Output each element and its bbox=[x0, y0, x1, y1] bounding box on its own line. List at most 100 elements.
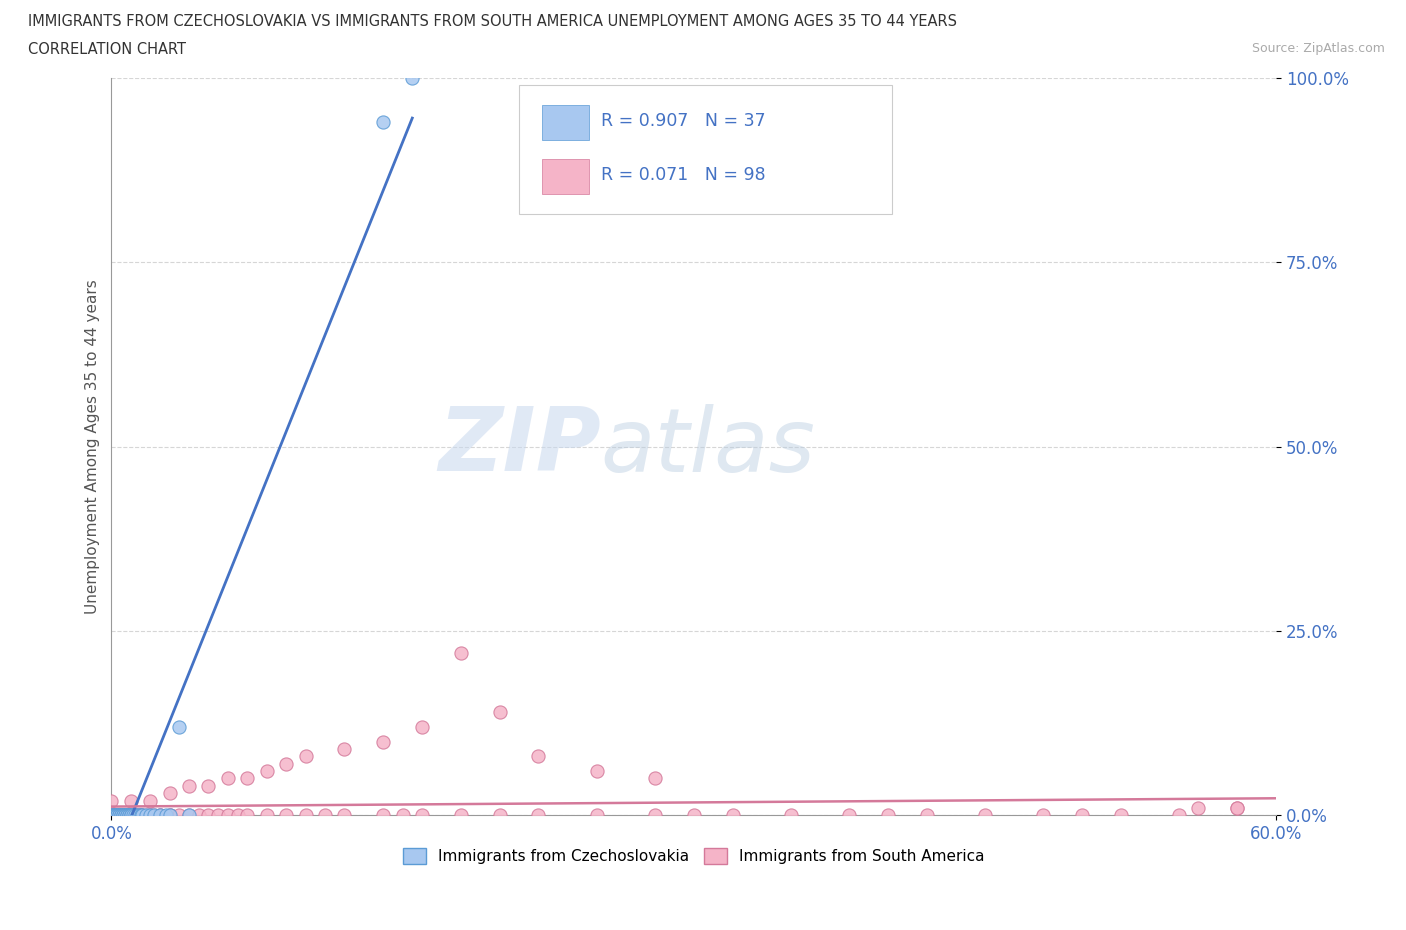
Point bbox=[128, 808, 150, 823]
Point bbox=[103, 808, 125, 823]
Point bbox=[104, 808, 127, 823]
Legend: Immigrants from Czechoslovakia, Immigrants from South America: Immigrants from Czechoslovakia, Immigran… bbox=[396, 842, 991, 870]
FancyBboxPatch shape bbox=[543, 105, 589, 140]
Point bbox=[110, 808, 132, 823]
Point bbox=[1226, 801, 1249, 816]
Point bbox=[915, 808, 938, 823]
Point bbox=[169, 808, 191, 823]
Point bbox=[585, 808, 607, 823]
Point bbox=[294, 749, 316, 764]
Point bbox=[169, 719, 191, 734]
Point bbox=[333, 741, 356, 756]
Point bbox=[411, 808, 433, 823]
Point bbox=[838, 808, 860, 823]
Point bbox=[118, 808, 141, 823]
FancyBboxPatch shape bbox=[543, 159, 589, 194]
Point bbox=[391, 808, 413, 823]
Point bbox=[1109, 808, 1132, 823]
Point bbox=[129, 808, 152, 823]
Point bbox=[105, 808, 128, 823]
Point bbox=[149, 808, 172, 823]
Point bbox=[256, 764, 278, 778]
Point bbox=[488, 705, 510, 720]
Point bbox=[120, 793, 142, 808]
Point bbox=[103, 808, 125, 823]
Point bbox=[118, 808, 141, 823]
Point bbox=[373, 734, 395, 749]
Point bbox=[124, 808, 146, 823]
Point bbox=[114, 808, 136, 823]
Point bbox=[118, 808, 141, 823]
Point bbox=[177, 778, 200, 793]
Point bbox=[115, 808, 138, 823]
Point bbox=[120, 808, 142, 823]
FancyBboxPatch shape bbox=[519, 86, 891, 214]
Point bbox=[236, 808, 259, 823]
Point bbox=[131, 808, 153, 823]
Point bbox=[110, 808, 132, 823]
Point bbox=[135, 808, 157, 823]
Point bbox=[876, 808, 898, 823]
Point bbox=[135, 808, 157, 823]
Text: IMMIGRANTS FROM CZECHOSLOVAKIA VS IMMIGRANTS FROM SOUTH AMERICA UNEMPLOYMENT AMO: IMMIGRANTS FROM CZECHOSLOVAKIA VS IMMIGR… bbox=[28, 14, 957, 29]
Text: Source: ZipAtlas.com: Source: ZipAtlas.com bbox=[1251, 42, 1385, 55]
Point bbox=[131, 808, 153, 823]
Point bbox=[104, 808, 127, 823]
Point bbox=[104, 808, 127, 823]
Point bbox=[149, 808, 172, 823]
Point bbox=[217, 771, 239, 786]
Point bbox=[333, 808, 356, 823]
Point bbox=[124, 808, 146, 823]
Point bbox=[527, 749, 550, 764]
Point bbox=[115, 808, 138, 823]
Point bbox=[411, 719, 433, 734]
Point bbox=[104, 808, 127, 823]
Point bbox=[373, 114, 395, 129]
Point bbox=[149, 808, 172, 823]
Point bbox=[103, 808, 125, 823]
Point bbox=[100, 808, 122, 823]
Point bbox=[121, 808, 143, 823]
Point bbox=[1032, 808, 1054, 823]
Point bbox=[294, 808, 316, 823]
Point bbox=[274, 756, 297, 771]
Point bbox=[110, 808, 132, 823]
Point bbox=[155, 808, 177, 823]
Point bbox=[177, 808, 200, 823]
Point bbox=[125, 808, 148, 823]
Point bbox=[401, 71, 423, 86]
Point bbox=[187, 808, 209, 823]
Point bbox=[721, 808, 744, 823]
Point bbox=[110, 808, 132, 823]
Text: R = 0.071   N = 98: R = 0.071 N = 98 bbox=[600, 166, 765, 184]
Point bbox=[105, 808, 128, 823]
Point bbox=[105, 808, 128, 823]
Point bbox=[125, 808, 148, 823]
Point bbox=[1226, 801, 1249, 816]
Point bbox=[527, 808, 550, 823]
Point bbox=[108, 808, 131, 823]
Text: atlas: atlas bbox=[600, 404, 815, 489]
Point bbox=[129, 808, 152, 823]
Point bbox=[1168, 808, 1191, 823]
Point bbox=[143, 808, 166, 823]
Point bbox=[115, 808, 138, 823]
Point bbox=[314, 808, 336, 823]
Point bbox=[177, 808, 200, 823]
Point bbox=[100, 808, 122, 823]
Text: CORRELATION CHART: CORRELATION CHART bbox=[28, 42, 186, 57]
Point bbox=[112, 808, 135, 823]
Point bbox=[124, 808, 146, 823]
Point bbox=[114, 808, 136, 823]
Point bbox=[100, 808, 122, 823]
Text: ZIP: ZIP bbox=[437, 403, 600, 490]
Point bbox=[108, 808, 131, 823]
Point bbox=[585, 764, 607, 778]
Point bbox=[1071, 808, 1094, 823]
Point bbox=[217, 808, 239, 823]
Point bbox=[100, 808, 122, 823]
Point bbox=[110, 808, 132, 823]
Point bbox=[450, 808, 472, 823]
Point bbox=[644, 808, 666, 823]
Point bbox=[108, 808, 131, 823]
